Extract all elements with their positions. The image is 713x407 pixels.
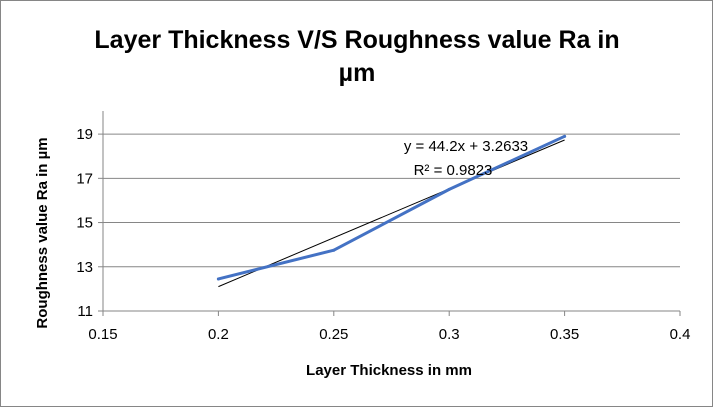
x-tick-label: 0.25 (319, 326, 348, 343)
gridlines (103, 133, 680, 268)
chart-title-line-2: µm (339, 59, 376, 87)
series-group (216, 134, 567, 281)
x-tick-label: 0.2 (208, 326, 229, 343)
x-axis-title: Layer Thickness in mm (306, 362, 472, 379)
x-tick-label: 0.35 (550, 326, 579, 343)
x-tick-label: 0.15 (88, 326, 117, 343)
data-point (216, 277, 220, 281)
y-tick-label: 15 (76, 215, 93, 232)
y-axis-title: Roughness value Ra in µm (34, 137, 51, 328)
data-point (332, 248, 336, 252)
x-axis-tick-labels: 0.15 0.2 0.25 0.3 0.35 0.4 (88, 326, 690, 343)
trendline-r2-label: R² = 0.9823 (414, 162, 493, 179)
y-axis-tick-labels: 11 13 15 17 19 (76, 126, 93, 320)
data-point (447, 187, 451, 191)
series-line (216, 134, 567, 281)
y-tick-label: 19 (76, 126, 93, 143)
y-tick-label: 11 (77, 303, 93, 320)
y-tick-label: 13 (76, 259, 93, 276)
axes (98, 111, 681, 316)
y-tick-label: 17 (76, 170, 93, 187)
trendline-equation-label: y = 44.2x + 3.2633 (404, 138, 528, 155)
chart-title-line-1: Layer Thickness V/S Roughness value Ra i… (94, 26, 619, 54)
x-tick-label: 0.3 (439, 326, 460, 343)
data-point (563, 134, 567, 138)
x-tick-label: 0.4 (670, 326, 691, 343)
